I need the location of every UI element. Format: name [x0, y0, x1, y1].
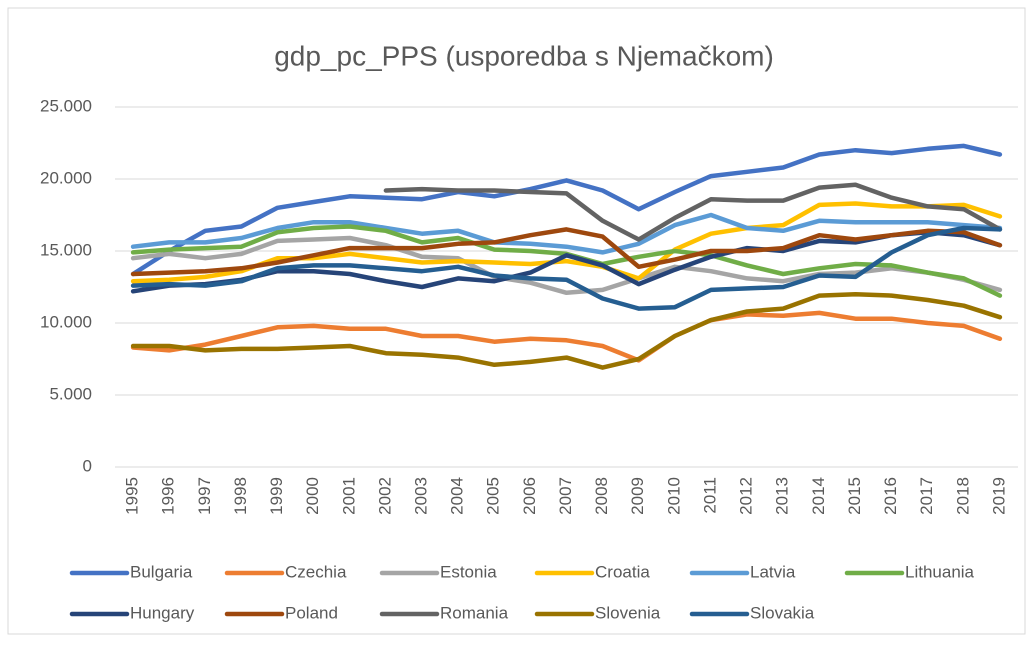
chart-title: gdp_pc_PPS (usporedba s Njemačkom)	[274, 40, 774, 71]
series-line	[130, 230, 1003, 294]
legend-label: Croatia	[595, 562, 650, 581]
y-tick-label: 0	[83, 456, 92, 475]
y-tick-label: 10.000	[40, 312, 92, 331]
x-tick-label: 2002	[375, 477, 394, 515]
x-tick-label: 1996	[159, 477, 178, 515]
legend-label: Lithuania	[905, 562, 975, 581]
legend-label: Slovenia	[595, 603, 661, 622]
legend-label: Latvia	[750, 562, 796, 581]
x-tick-label: 2014	[809, 477, 828, 515]
x-tick-label: 2008	[592, 477, 611, 515]
series-line	[130, 235, 1003, 296]
y-tick-label: 5.000	[49, 384, 92, 403]
x-tick-label: 2017	[917, 477, 936, 515]
legend-label: Estonia	[440, 562, 497, 581]
x-tick-label: 2004	[448, 477, 467, 515]
x-tick-label: 1995	[123, 477, 142, 515]
x-tick-label: 2018	[953, 477, 972, 515]
y-tick-label: 15.000	[40, 240, 92, 259]
y-tick-label: 20.000	[40, 168, 92, 187]
x-tick-label: 1999	[267, 477, 286, 515]
legend-label: Czechia	[285, 562, 347, 581]
legend-label: Slovakia	[750, 603, 815, 622]
x-tick-label: 2005	[484, 477, 503, 515]
x-tick-label: 2012	[737, 477, 756, 515]
chart-border	[7, 7, 1026, 635]
x-tick-label: 2003	[412, 477, 431, 515]
series-line	[130, 291, 1003, 370]
series-line	[383, 182, 1003, 242]
legend-label: Poland	[285, 603, 338, 622]
x-tick-label: 2016	[881, 477, 900, 515]
x-tick-label: 2013	[773, 477, 792, 515]
x-tick-label: 2000	[303, 477, 322, 515]
series-line	[130, 227, 1003, 277]
series-line	[130, 310, 1003, 363]
y-tick-label: 25.000	[40, 96, 92, 115]
series-line	[130, 143, 1003, 277]
x-tick-label: 2001	[339, 477, 358, 515]
series-line	[130, 212, 1003, 255]
x-tick-label: 2007	[556, 477, 575, 515]
series-line	[130, 225, 1003, 311]
legend-label: Bulgaria	[130, 562, 193, 581]
x-tick-label: 2019	[989, 477, 1008, 515]
legend-label: Romania	[440, 603, 509, 622]
x-tick-label: 2015	[845, 477, 864, 515]
x-tick-label: 2010	[664, 477, 683, 515]
x-tick-label: 1997	[195, 477, 214, 515]
x-tick-label: 2009	[628, 477, 647, 515]
x-tick-label: 1998	[231, 477, 250, 515]
legend-label: Hungary	[130, 603, 195, 622]
series-line	[130, 201, 1003, 284]
x-tick-label: 2006	[520, 477, 539, 515]
x-tick-label: 2011	[700, 477, 719, 514]
